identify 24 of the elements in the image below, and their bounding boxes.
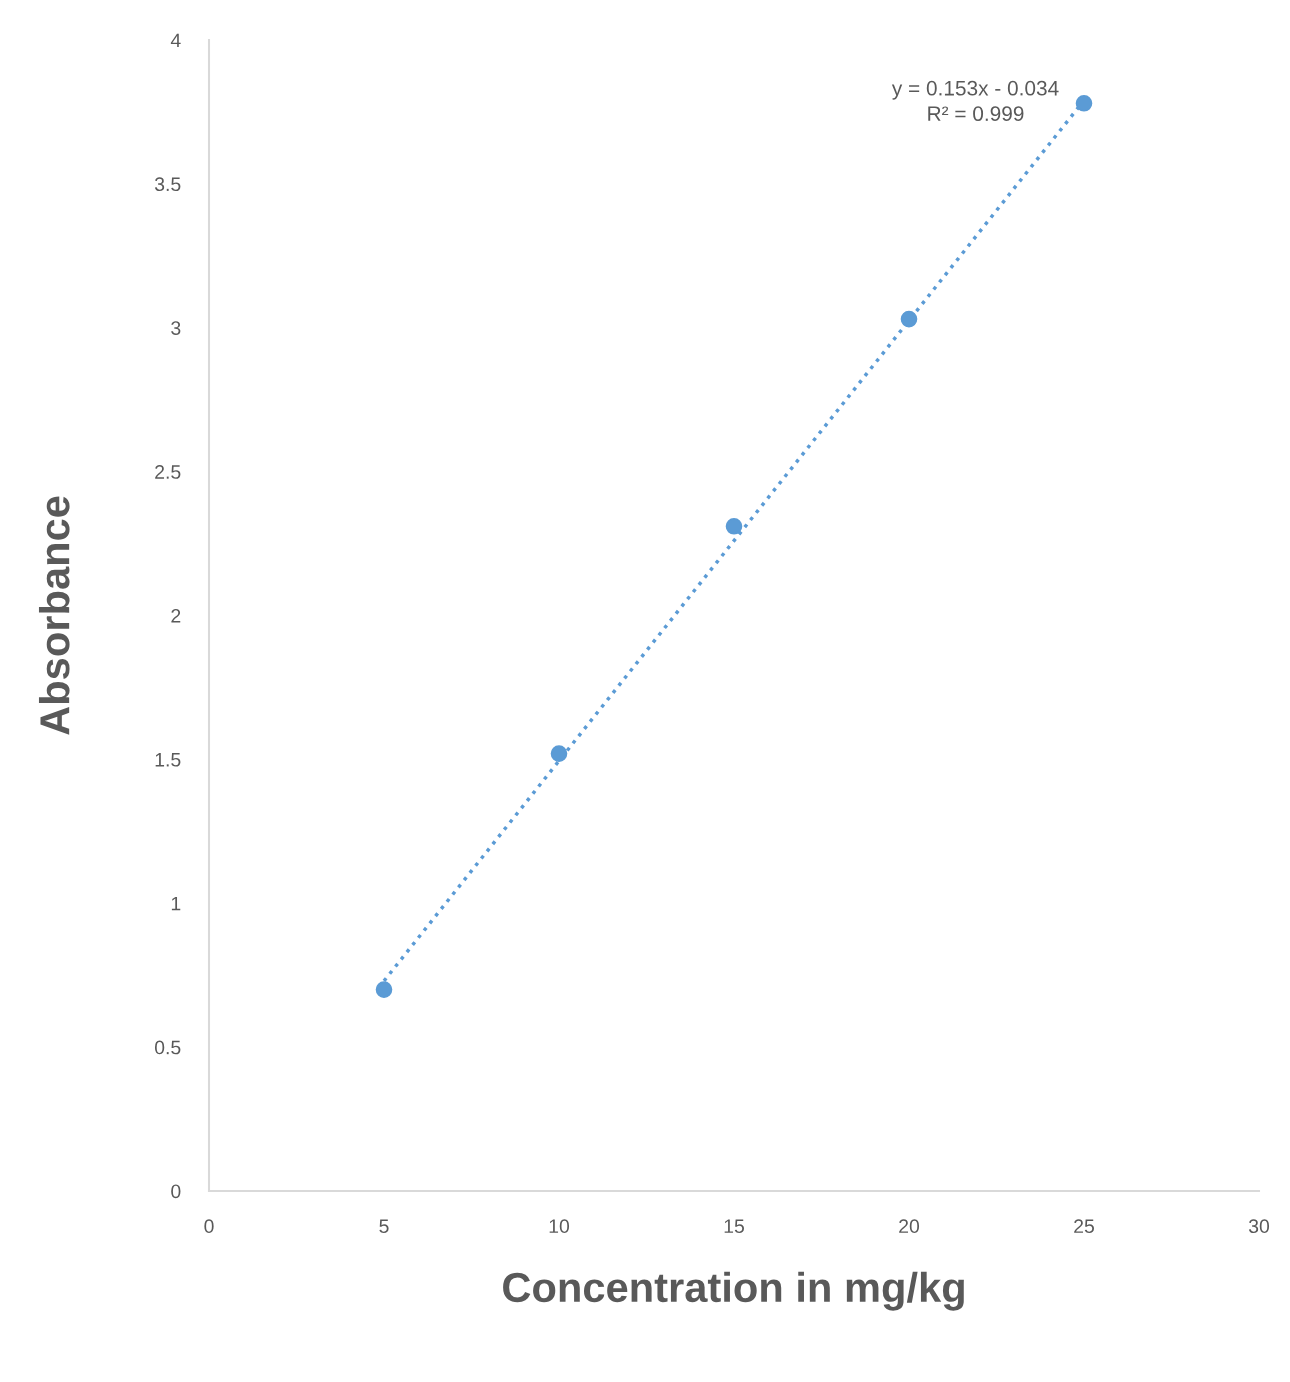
x-tick-label: 30 bbox=[1248, 1219, 1270, 1234]
point bbox=[550, 745, 568, 762]
y-tick-label: 0.5 bbox=[154, 1040, 181, 1055]
y-tick-label: 3.5 bbox=[154, 177, 181, 192]
y-tick-label: 2.5 bbox=[155, 465, 181, 479]
y-tick-label: 2 bbox=[171, 608, 181, 623]
y-tick-label: 0 bbox=[171, 1184, 181, 1199]
point bbox=[725, 517, 743, 535]
x-tick-label: 15 bbox=[724, 1219, 744, 1234]
x-axis-title: Concentration in mg/kg bbox=[503, 1271, 964, 1311]
y-tick-label: 3 bbox=[171, 321, 181, 335]
x-tick-label: 5 bbox=[379, 1219, 389, 1234]
annotation: y = 0.153x - 0.034 R² = 0.999 bbox=[891, 80, 1059, 122]
y-tick-label: 1.5 bbox=[155, 753, 181, 767]
point bbox=[1075, 95, 1093, 112]
x-tick-label: 10 bbox=[549, 1219, 570, 1234]
y-tick-label: 1 bbox=[171, 896, 181, 911]
x-tick-label: 0 bbox=[204, 1219, 214, 1234]
point bbox=[900, 310, 918, 328]
y-axis-title: Absorbance bbox=[38, 496, 70, 735]
point bbox=[375, 981, 393, 998]
x-tick-label: 20 bbox=[899, 1219, 920, 1234]
x-tick-label: 25 bbox=[1074, 1219, 1094, 1234]
y-tick-label: 4 bbox=[170, 33, 181, 48]
